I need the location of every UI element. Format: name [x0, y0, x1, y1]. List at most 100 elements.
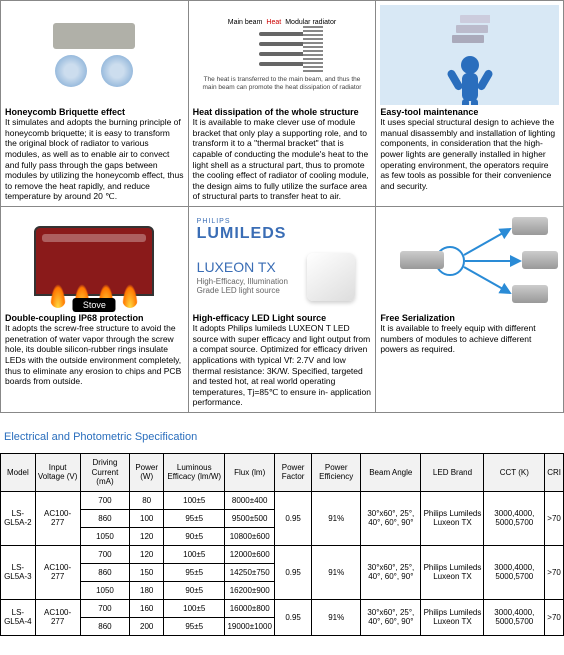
luxeon-sub1: High-Efficacy, Illumination	[197, 277, 288, 286]
spec-section-title: Electrical and Photometric Specification	[4, 431, 564, 443]
luxeon-sub2: Grade LED light source	[197, 286, 288, 295]
feature-desc: It simulates and adopts the burning prin…	[5, 117, 184, 202]
cell: 80	[130, 491, 164, 509]
label-modular-radiator: Modular radiator	[285, 19, 336, 26]
cell: 90±5	[163, 581, 224, 599]
spec-header: CCT (K)	[484, 454, 545, 492]
spec-header: Luminous Efficacy (lm/W)	[163, 454, 224, 492]
led-chip-icon	[307, 253, 355, 301]
cell: 16000±800	[225, 599, 274, 617]
feature-easy-tool: Easy-tool maintenance It uses special st…	[376, 1, 564, 207]
cell: 700	[80, 545, 130, 563]
cell-cri: >70	[545, 491, 564, 545]
cell-eff: 91%	[312, 599, 361, 635]
luxeon-model: LUXEON TX	[197, 259, 288, 275]
cell-voltage: AC100-277	[35, 599, 80, 635]
cell-eff: 91%	[312, 491, 361, 545]
module-stack-icon	[450, 5, 490, 43]
cell: 95±5	[163, 617, 224, 635]
feature-serialization: Free Serialization It is available to fr…	[376, 207, 564, 413]
table-row: LS-GL5A-2AC100-27770080100±58000±4000.95…	[1, 491, 564, 509]
cell-brand: Philips Lumileds Luxeon TX	[421, 491, 484, 545]
cell-beam: 30°x60°, 25°, 40°, 60°, 90°	[361, 545, 421, 599]
cell-model: LS-GL5A-3	[1, 545, 36, 599]
honeycomb-diagram	[5, 5, 184, 105]
cell: 100±5	[163, 545, 224, 563]
cell: 12000±600	[225, 545, 274, 563]
label-main-beam: Main beam	[228, 19, 263, 26]
lumileds-panel: PHILIPS LUMILEDS LUXEON TX High-Efficacy…	[193, 211, 372, 311]
cell: 860	[80, 509, 130, 527]
spec-header: Power Efficiency	[312, 454, 361, 492]
features-grid: Honeycomb Briquette effect It simulates …	[0, 0, 564, 413]
feature-led-source: PHILIPS LUMILEDS LUXEON TX High-Efficacy…	[189, 207, 377, 413]
table-row: LS-GL5A-3AC100-277700120100±512000±6000.…	[1, 545, 564, 563]
spec-header: Driving Current (mA)	[80, 454, 130, 492]
cell-cct: 3000,4000, 5000,5700	[484, 545, 545, 599]
feature-desc: It adopts the screw-free structure to av…	[5, 323, 184, 387]
cell-brand: Philips Lumileds Luxeon TX	[421, 545, 484, 599]
cell: 14250±750	[225, 563, 274, 581]
spec-header: Model	[1, 454, 36, 492]
feature-title: Free Serialization	[380, 313, 559, 323]
cell-model: LS-GL5A-2	[1, 491, 36, 545]
cell-pf: 0.95	[274, 491, 311, 545]
cell: 95±5	[163, 509, 224, 527]
spec-header: Flux (lm)	[225, 454, 274, 492]
cell-voltage: AC100-277	[35, 491, 80, 545]
spec-header: CRI	[545, 454, 564, 492]
cell: 700	[80, 599, 130, 617]
radiator-caption: The heat is transferred to the main beam…	[193, 76, 372, 90]
feature-desc: It is available to make clever use of mo…	[193, 117, 372, 202]
cell-beam: 30°x60°, 25°, 40°, 60°, 90°	[361, 491, 421, 545]
serialization-diagram	[380, 211, 559, 311]
stove-label: Stove	[73, 298, 116, 312]
cell-voltage: AC100-277	[35, 545, 80, 599]
cell: 19000±1000	[225, 617, 274, 635]
spec-header: LED Brand	[421, 454, 484, 492]
cell: 1050	[80, 581, 130, 599]
radiator-diagram: Main beam Heat Modular radiator The heat…	[193, 5, 372, 105]
feature-title: Heat dissipation of the whole structure	[193, 107, 372, 117]
cell: 100±5	[163, 491, 224, 509]
cell: 1050	[80, 527, 130, 545]
lumileds-name: LUMILEDS	[197, 225, 368, 243]
easy-tool-illustration	[380, 5, 559, 105]
cell-pf: 0.95	[274, 599, 311, 635]
cell: 860	[80, 563, 130, 581]
cell: 200	[130, 617, 164, 635]
table-row: LS-GL5A-4AC100-277700160100±516000±8000.…	[1, 599, 564, 617]
cell: 860	[80, 617, 130, 635]
stove-illustration: Stove	[5, 211, 184, 311]
cell: 16200±900	[225, 581, 274, 599]
cell-pf: 0.95	[274, 545, 311, 599]
feature-desc: It is available to freely equip with dif…	[380, 323, 559, 355]
feature-title: High-efficacy LED Light source	[193, 313, 372, 323]
cell-cct: 3000,4000, 5000,5700	[484, 599, 545, 635]
person-icon	[445, 51, 495, 105]
cell-eff: 91%	[312, 545, 361, 599]
feature-desc: It adopts Philips lumileds LUXEON T LED …	[193, 323, 372, 408]
cell-model: LS-GL5A-4	[1, 599, 36, 635]
feature-heat-dissipation: Main beam Heat Modular radiator The heat…	[189, 1, 377, 207]
cell: 120	[130, 545, 164, 563]
cell-beam: 30°x60°, 25°, 40°, 60°, 90°	[361, 599, 421, 635]
label-heat: Heat	[266, 19, 281, 26]
cell: 90±5	[163, 527, 224, 545]
cell: 100	[130, 509, 164, 527]
cell: 95±5	[163, 563, 224, 581]
cell: 9500±500	[225, 509, 274, 527]
philips-brand: PHILIPS	[197, 218, 368, 225]
feature-title: Double-coupling IP68 protection	[5, 313, 184, 323]
cell: 120	[130, 527, 164, 545]
cell: 150	[130, 563, 164, 581]
cell: 700	[80, 491, 130, 509]
cell-brand: Philips Lumileds Luxeon TX	[421, 599, 484, 635]
cell: 8000±400	[225, 491, 274, 509]
cell-cri: >70	[545, 545, 564, 599]
cell-cct: 3000,4000, 5000,5700	[484, 491, 545, 545]
spec-header: Beam Angle	[361, 454, 421, 492]
spec-header: Power (W)	[130, 454, 164, 492]
cell: 100±5	[163, 599, 224, 617]
spec-table: ModelInput Voltage (V)Driving Current (m…	[0, 453, 564, 636]
